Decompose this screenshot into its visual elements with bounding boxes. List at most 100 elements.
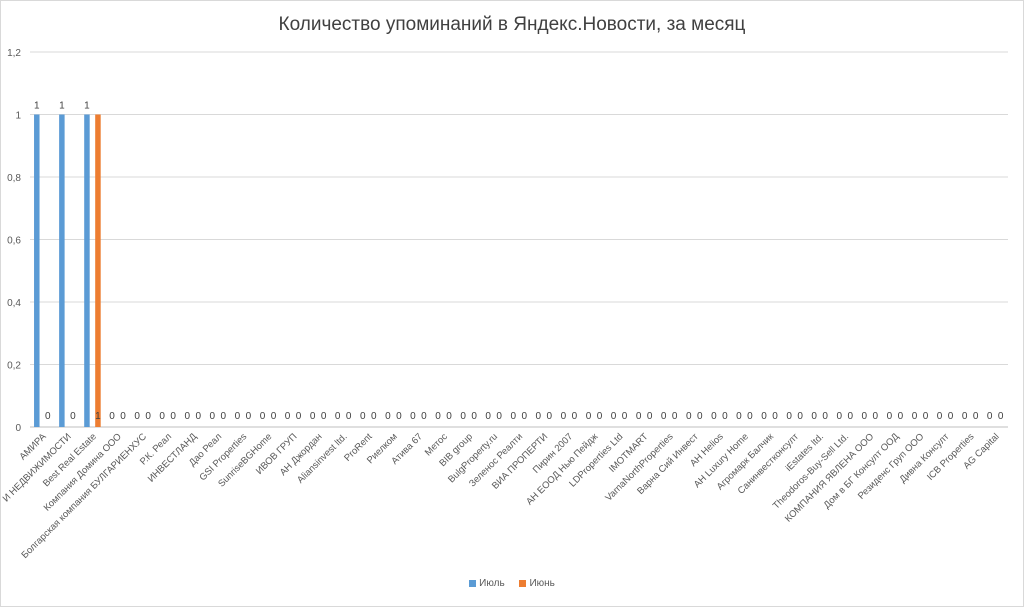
data-label: 0 bbox=[510, 411, 516, 422]
data-label: 0 bbox=[184, 411, 190, 422]
data-label: 0 bbox=[822, 411, 828, 422]
data-label: 0 bbox=[446, 411, 452, 422]
data-label: 0 bbox=[697, 411, 703, 422]
data-label: 0 bbox=[597, 411, 603, 422]
data-label: 0 bbox=[460, 411, 466, 422]
data-label: 0 bbox=[435, 411, 441, 422]
y-tick-label: 1 bbox=[15, 111, 21, 122]
data-label: 0 bbox=[948, 411, 954, 422]
legend-label-june: Июнь bbox=[529, 578, 555, 589]
y-axis-ticks: 0 0,2 0,4 0,6 0,8 1 1,2 bbox=[7, 48, 21, 434]
y-tick-label: 0,8 bbox=[7, 173, 21, 184]
data-label: 0 bbox=[271, 411, 277, 422]
data-label: 0 bbox=[45, 411, 51, 422]
data-label: 0 bbox=[987, 411, 993, 422]
data-label: 0 bbox=[471, 411, 477, 422]
data-label: 0 bbox=[937, 411, 943, 422]
data-label: 0 bbox=[145, 411, 151, 422]
data-label: 0 bbox=[547, 411, 553, 422]
data-label: 0 bbox=[396, 411, 402, 422]
y-tick-label: 0,2 bbox=[7, 361, 21, 372]
bars bbox=[34, 114, 101, 427]
y-tick-label: 0 bbox=[15, 423, 21, 434]
y-tick-label: 1,2 bbox=[7, 48, 21, 59]
data-label: 0 bbox=[246, 411, 252, 422]
data-label: 0 bbox=[887, 411, 893, 422]
y-tick-label: 0,4 bbox=[7, 298, 21, 309]
data-label: 1 bbox=[34, 101, 40, 112]
data-label: 0 bbox=[923, 411, 929, 422]
data-label: 0 bbox=[521, 411, 527, 422]
data-label: 0 bbox=[586, 411, 592, 422]
data-label: 0 bbox=[120, 411, 126, 422]
data-label: 0 bbox=[912, 411, 918, 422]
data-label: 0 bbox=[797, 411, 803, 422]
data-label: 0 bbox=[622, 411, 628, 422]
data-label: 0 bbox=[736, 411, 742, 422]
data-label: 0 bbox=[711, 411, 717, 422]
data-label: 0 bbox=[285, 411, 291, 422]
data-label: 0 bbox=[496, 411, 502, 422]
data-label: 0 bbox=[310, 411, 316, 422]
data-label: 0 bbox=[747, 411, 753, 422]
data-label: 0 bbox=[611, 411, 617, 422]
legend-swatch-july bbox=[469, 580, 477, 587]
data-label: 0 bbox=[536, 411, 542, 422]
legend-label-july: Июль bbox=[479, 578, 505, 589]
data-label: 0 bbox=[811, 411, 817, 422]
data-label: 0 bbox=[410, 411, 416, 422]
data-label: 0 bbox=[134, 411, 140, 422]
data-label: 0 bbox=[772, 411, 778, 422]
data-label: 0 bbox=[561, 411, 567, 422]
data-label: 0 bbox=[686, 411, 692, 422]
chart-title: Количество упоминаний в Яндекс.Новости, … bbox=[278, 14, 746, 35]
data-label: 0 bbox=[672, 411, 678, 422]
legend-swatch-june bbox=[519, 580, 527, 587]
data-label: 0 bbox=[862, 411, 868, 422]
data-label: 1 bbox=[59, 101, 65, 112]
data-label: 0 bbox=[346, 411, 352, 422]
data-label: 0 bbox=[385, 411, 391, 422]
data-label: 0 bbox=[998, 411, 1004, 422]
data-label: 0 bbox=[962, 411, 968, 422]
data-label: 0 bbox=[371, 411, 377, 422]
data-label: 0 bbox=[421, 411, 427, 422]
data-label: 0 bbox=[485, 411, 491, 422]
data-label: 0 bbox=[973, 411, 979, 422]
data-label: 0 bbox=[335, 411, 341, 422]
data-label: 0 bbox=[873, 411, 879, 422]
data-label: 0 bbox=[321, 411, 327, 422]
data-label: 0 bbox=[70, 411, 76, 422]
bar-july bbox=[59, 114, 65, 427]
legend-item-june: Июнь bbox=[519, 578, 555, 589]
data-label: 1 bbox=[84, 101, 90, 112]
data-label: 0 bbox=[159, 411, 165, 422]
data-label: 0 bbox=[296, 411, 302, 422]
data-label: 0 bbox=[722, 411, 728, 422]
data-label: 1 bbox=[95, 411, 101, 422]
gridlines bbox=[30, 51, 1008, 428]
data-label: 0 bbox=[847, 411, 853, 422]
bar-july bbox=[34, 114, 40, 427]
data-label: 0 bbox=[661, 411, 667, 422]
data-label: 0 bbox=[636, 411, 642, 422]
legend: Июль Июнь bbox=[0, 578, 1024, 589]
data-label: 0 bbox=[221, 411, 227, 422]
data-label: 0 bbox=[647, 411, 653, 422]
legend-item-july: Июль bbox=[469, 578, 505, 589]
data-label: 0 bbox=[170, 411, 176, 422]
data-label: 0 bbox=[260, 411, 266, 422]
data-label: 0 bbox=[235, 411, 241, 422]
data-label: 0 bbox=[836, 411, 842, 422]
y-tick-label: 0,6 bbox=[7, 236, 21, 247]
bar-july bbox=[84, 114, 90, 427]
data-label: 0 bbox=[761, 411, 767, 422]
bar-june bbox=[95, 114, 101, 427]
data-label: 0 bbox=[109, 411, 115, 422]
data-label: 0 bbox=[898, 411, 904, 422]
data-label: 0 bbox=[786, 411, 792, 422]
data-label: 0 bbox=[572, 411, 578, 422]
